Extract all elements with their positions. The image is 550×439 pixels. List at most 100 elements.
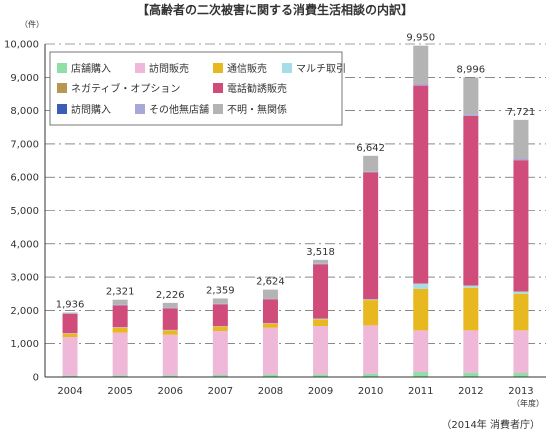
- bar-segment: [113, 305, 128, 327]
- y-tick-label: 4,000: [10, 239, 39, 250]
- bar-segment: [513, 294, 528, 331]
- total-label: 3,518: [306, 247, 335, 258]
- bar-segment: [313, 265, 328, 319]
- bar-segment: [63, 314, 78, 333]
- y-tick-label: 5,000: [10, 206, 39, 217]
- x-tick-label: 2008: [258, 386, 283, 397]
- bar-segment: [363, 299, 378, 300]
- bar-segment: [413, 372, 428, 377]
- bar-segment: [513, 373, 528, 377]
- legend-label: その他無店舗: [149, 103, 209, 116]
- bar-segment: [263, 324, 278, 328]
- legend-label: 電話勧誘販売: [227, 82, 287, 95]
- legend-label: ネガティブ・オプション: [71, 82, 180, 95]
- x-tick-label: 2009: [308, 386, 333, 397]
- legend-label: マルチ取引: [296, 63, 346, 75]
- legend-swatch: [57, 63, 67, 73]
- legend-label: 不明・無関係: [227, 103, 287, 116]
- bar-segment: [163, 335, 178, 376]
- bar-segment: [163, 330, 178, 334]
- y-tick-label: 3,000: [10, 273, 39, 284]
- bar-segment: [63, 337, 78, 376]
- bar-segment: [113, 328, 128, 333]
- bar-segment: [113, 305, 128, 306]
- bar-segment: [163, 309, 178, 330]
- bar-segment: [513, 159, 528, 161]
- total-label: 1,936: [56, 300, 85, 311]
- x-tick-label: 2005: [107, 386, 132, 397]
- bar-segment: [363, 172, 378, 299]
- legend-swatch: [213, 83, 223, 93]
- bar-segment: [413, 284, 428, 289]
- legend-swatch: [213, 104, 223, 114]
- total-label: 2,624: [256, 277, 285, 288]
- source-note: （2014年 消費者庁）: [441, 418, 540, 431]
- y-axis-ticks: 01,0002,0003,0004,0005,0006,0007,0008,00…: [4, 40, 39, 384]
- bar-segment: [463, 77, 478, 114]
- bar-segment: [263, 299, 278, 300]
- bar-segment: [363, 156, 378, 172]
- bar-segment: [463, 114, 478, 116]
- total-label: 2,359: [206, 285, 235, 296]
- bar-segment: [263, 328, 278, 375]
- bar-segment: [463, 330, 478, 372]
- bar-segment: [263, 299, 278, 323]
- x-tick-label: 2007: [208, 386, 233, 397]
- legend: 店舗購入訪問販売通信販売マルチ取引ネガティブ・オプション電話勧誘販売訪問購入その…: [50, 52, 346, 125]
- total-label: 8,996: [457, 64, 486, 75]
- bar-segment: [413, 86, 428, 284]
- bar-segment: [463, 373, 478, 377]
- bar-segment: [63, 334, 78, 337]
- bar-segment: [113, 333, 128, 376]
- x-axis-ticks: 2004 2005 2006 2007 2008 2009 2010 2011 2012 2013: [57, 386, 533, 397]
- legend-label: 通信販売: [227, 62, 267, 75]
- y-tick-label: 10,000: [4, 40, 39, 51]
- x-tick-label: 2012: [458, 386, 483, 397]
- legend-swatch: [57, 83, 67, 93]
- bar-segment: [463, 288, 478, 331]
- bar-segment: [363, 172, 378, 173]
- total-label: 9,950: [406, 33, 435, 44]
- bar-segment: [213, 331, 228, 375]
- x-tick-label: 2006: [158, 386, 183, 397]
- x-axis-unit-label: （年度）: [512, 398, 544, 408]
- legend-swatch: [135, 104, 145, 114]
- legend-swatch: [135, 63, 145, 73]
- y-axis-unit-label: （件）: [20, 19, 44, 29]
- bar-segment: [513, 330, 528, 373]
- bar-segment: [113, 300, 128, 305]
- bar-segment: [313, 319, 328, 320]
- bar-segment: [413, 84, 428, 86]
- total-label: 7,721: [507, 107, 536, 118]
- bar-segment: [413, 46, 428, 84]
- total-label: 2,321: [106, 287, 135, 298]
- y-tick-label: 0: [33, 373, 39, 384]
- legend-label: 訪問購入: [71, 103, 111, 116]
- bar-segment: [513, 120, 528, 159]
- x-tick-label: 2011: [408, 386, 433, 397]
- chart-title: 【高齢者の二次被害に関する消費生活相談の内訳】: [137, 2, 413, 17]
- legend-swatch: [213, 63, 223, 73]
- x-tick-label: 2010: [358, 386, 383, 397]
- bar-segment: [463, 286, 478, 288]
- y-tick-label: 8,000: [10, 106, 39, 117]
- y-tick-label: 6,000: [10, 173, 39, 184]
- bar-segment: [513, 292, 528, 294]
- bar-segment: [313, 260, 328, 264]
- x-tick-label: 2004: [57, 386, 82, 397]
- x-tick-label: 2013: [508, 386, 533, 397]
- bar-segment: [163, 303, 178, 308]
- legend-swatch: [282, 63, 292, 73]
- y-tick-label: 7,000: [10, 139, 39, 150]
- bar-segment: [513, 160, 528, 291]
- bar-segment: [263, 290, 278, 299]
- y-tick-label: 9,000: [10, 73, 39, 84]
- bar-segment: [63, 313, 78, 314]
- bar-segment: [463, 116, 478, 285]
- bar-segment: [363, 300, 378, 325]
- y-tick-label: 1,000: [10, 339, 39, 350]
- bar-segment: [363, 325, 378, 373]
- bar-segment: [213, 298, 228, 303]
